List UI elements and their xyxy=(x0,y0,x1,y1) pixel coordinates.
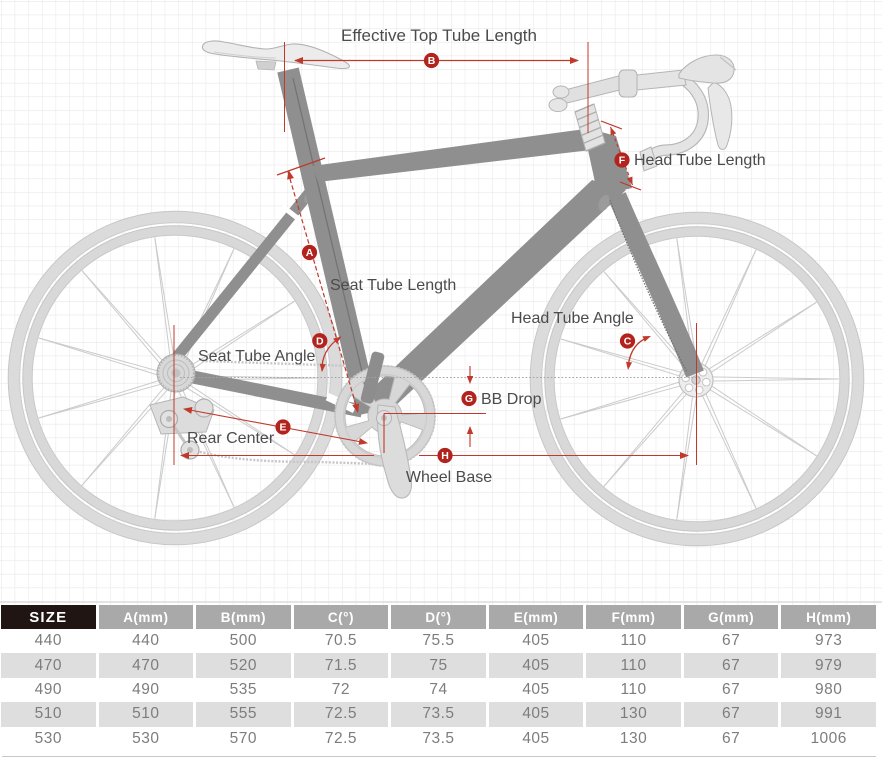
svg-text:Wheel Base: Wheel Base xyxy=(406,469,492,486)
svg-text:G: G xyxy=(465,393,473,405)
svg-text:A: A xyxy=(306,247,314,259)
svg-text:Effective Top Tube Length: Effective Top Tube Length xyxy=(341,26,537,45)
svg-text:B: B xyxy=(428,55,436,67)
svg-text:H: H xyxy=(441,450,449,462)
svg-text:Rear Center: Rear Center xyxy=(187,430,275,447)
svg-text:Seat Tube Length: Seat Tube Length xyxy=(330,277,456,294)
svg-text:D: D xyxy=(316,335,324,347)
svg-text:E: E xyxy=(279,422,286,434)
svg-text:Seat Tube Angle: Seat Tube Angle xyxy=(198,348,316,365)
svg-text:BB Drop: BB Drop xyxy=(481,391,542,408)
svg-text:C: C xyxy=(624,336,632,348)
svg-text:Head Tube Angle: Head Tube Angle xyxy=(511,310,634,327)
svg-text:Head Tube Length: Head Tube Length xyxy=(634,152,766,169)
svg-text:F: F xyxy=(619,155,626,167)
